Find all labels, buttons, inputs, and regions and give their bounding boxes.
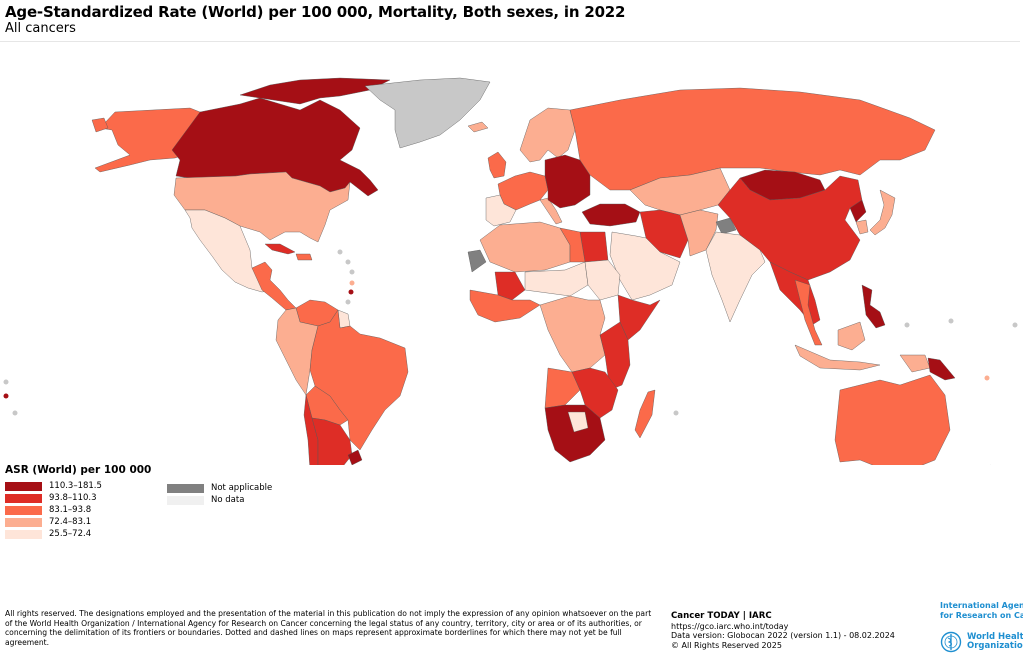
legend-item[interactable]: 110.3–181.5 (5, 480, 151, 492)
island-dot[interactable] (348, 289, 354, 295)
region-mali[interactable] (494, 271, 526, 301)
island-dot[interactable] (3, 379, 9, 385)
legend-label: 72.4–83.1 (49, 517, 92, 527)
legend-label: 25.5–72.4 (49, 529, 92, 539)
region-north-korea[interactable] (849, 199, 867, 223)
region-western-europe[interactable] (497, 171, 549, 211)
region-niger-chad[interactable] (524, 261, 589, 297)
region-east-africa[interactable] (599, 321, 631, 391)
region-japan[interactable] (869, 189, 896, 236)
legend-label: 83.1–93.8 (49, 505, 92, 515)
region-central-africa[interactable] (539, 295, 606, 373)
legend-swatch (5, 493, 42, 503)
region-greenland[interactable] (364, 77, 491, 149)
island-dot[interactable] (984, 375, 990, 381)
legend-label: No data (211, 495, 245, 505)
region-iberia[interactable] (485, 194, 517, 227)
island-dot[interactable] (673, 410, 679, 416)
iarc-logo-line1: International Agency (940, 601, 1023, 610)
region-west-africa[interactable] (469, 289, 541, 323)
who-logo-line2: Organization (967, 641, 1023, 651)
region-cuba[interactable] (264, 243, 296, 255)
credit-url[interactable]: https://gco.iarc.who.int/today (671, 621, 789, 631)
region-central-america[interactable] (251, 261, 297, 311)
island-dot[interactable] (1012, 322, 1018, 328)
region-hispaniola[interactable] (295, 253, 313, 261)
legend-swatch (5, 505, 42, 515)
credit-version: Data version: Globocan 2022 (version 1.1… (671, 631, 895, 640)
region-indonesia[interactable] (794, 344, 881, 371)
iarc-logo[interactable]: International Agency for Research on Can… (940, 601, 1023, 621)
region-mexico[interactable] (184, 209, 273, 293)
map-title: Age-Standardized Rate (World) per 100 00… (5, 3, 626, 21)
region-uk-ireland[interactable] (487, 151, 507, 179)
legend-swatch (5, 529, 42, 539)
region-afghanistan-pakistan[interactable] (679, 209, 719, 257)
region-papua-new-guinea[interactable] (927, 357, 956, 381)
credit-block: Cancer TODAY | IARC https://gco.iarc.who… (671, 611, 895, 650)
island-dot[interactable] (345, 299, 351, 305)
legend-swatch (167, 495, 204, 505)
region-borneo[interactable] (837, 321, 866, 351)
region-alaska-islands[interactable] (91, 117, 109, 133)
legend-item[interactable]: 83.1–93.8 (5, 504, 151, 516)
region-colombia-peru-ecuador[interactable] (275, 307, 319, 396)
who-logo[interactable]: World Health Organization (940, 631, 1023, 653)
island-dot[interactable] (12, 410, 18, 416)
region-scandinavia[interactable] (519, 107, 576, 163)
who-emblem-icon (940, 631, 962, 653)
region-australia[interactable] (834, 374, 951, 465)
legend-label: 110.3–181.5 (49, 481, 102, 491)
region-western-sahara[interactable] (467, 249, 487, 273)
island-dot[interactable] (948, 318, 954, 324)
disclaimer-text: All rights reserved. The designations em… (5, 609, 652, 647)
region-north-africa[interactable] (479, 221, 571, 273)
who-logo-line1: World Health (967, 631, 1023, 642)
region-central-eastern-europe[interactable] (544, 154, 591, 209)
island-dot[interactable] (904, 322, 910, 328)
legend-swatch (167, 483, 204, 493)
iarc-logo-line2: for Research on Cancer (940, 611, 1023, 620)
region-botswana[interactable] (567, 411, 589, 433)
legend-item-not-applicable[interactable]: Not applicable (167, 482, 272, 494)
region-india[interactable] (705, 231, 766, 323)
region-uruguay[interactable] (347, 449, 363, 465)
legend-title: ASR (World) per 100 000 (5, 464, 152, 476)
region-thailand[interactable] (794, 279, 823, 346)
credit-rights: © All Rights Reserved 2025 (671, 640, 782, 650)
region-new-guinea-west[interactable] (899, 354, 931, 373)
header-divider (0, 41, 1020, 42)
island-dot[interactable] (3, 393, 9, 399)
region-philippines[interactable] (861, 284, 886, 329)
island-dot[interactable] (349, 280, 355, 286)
region-china[interactable] (717, 175, 863, 281)
region-zambia-mozambique[interactable] (571, 367, 619, 419)
legend: ASR (World) per 100 000 110.3–181.5 93.8… (5, 464, 151, 540)
region-turkey[interactable] (581, 203, 641, 227)
world-choropleth-map (3, 77, 1018, 465)
credit-title: Cancer TODAY | IARC (671, 611, 772, 621)
region-libya[interactable] (559, 227, 586, 263)
legend-label: 93.8–110.3 (49, 493, 97, 503)
map-subtitle: All cancers (5, 21, 76, 36)
legend-label: Not applicable (211, 483, 273, 493)
island-dot[interactable] (337, 249, 343, 255)
legend-other: Not applicable No data (167, 482, 272, 506)
legend-item-no-data[interactable]: No data (167, 494, 272, 506)
region-angola[interactable] (544, 367, 581, 409)
region-south-korea[interactable] (855, 219, 869, 235)
region-argentina[interactable] (311, 417, 353, 465)
region-russia[interactable] (569, 87, 936, 191)
legend-item[interactable]: 25.5–72.4 (5, 528, 151, 540)
legend-item[interactable]: 93.8–110.3 (5, 492, 151, 504)
legend-item[interactable]: 72.4–83.1 (5, 516, 151, 528)
legend-swatch (5, 517, 42, 527)
region-southern-africa[interactable] (544, 404, 606, 463)
island-dot[interactable] (345, 259, 351, 265)
island-dot[interactable] (349, 269, 355, 275)
legend-swatch (5, 481, 42, 491)
region-madagascar[interactable] (634, 389, 656, 439)
region-kashmir[interactable] (715, 217, 737, 235)
region-iceland[interactable] (467, 121, 489, 133)
